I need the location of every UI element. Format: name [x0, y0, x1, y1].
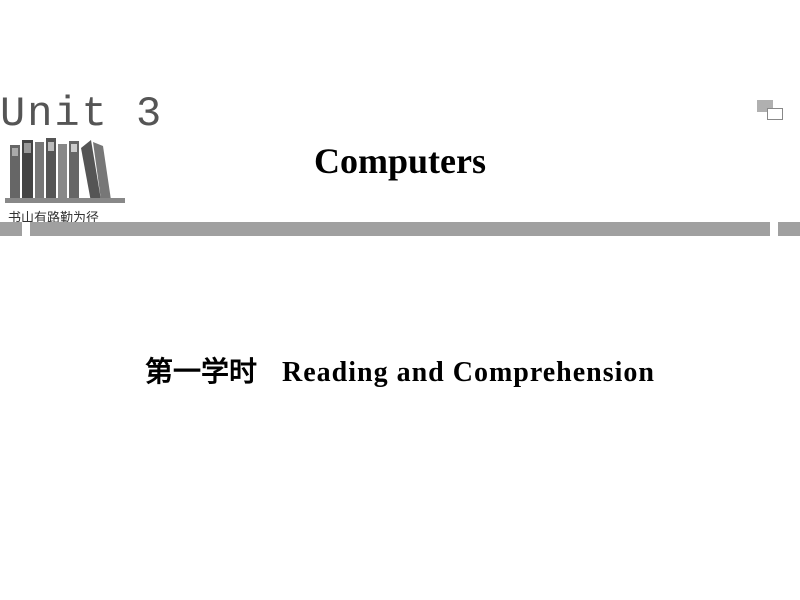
page-title: Computers [0, 140, 800, 182]
bar-segment-right [778, 222, 800, 236]
bar-segment-main [30, 222, 770, 236]
corner-decoration [757, 100, 785, 122]
bar-segment-left [0, 222, 22, 236]
divider-bar [0, 222, 800, 236]
subtitle-chinese: 第一学时 [145, 356, 257, 387]
subtitle-english: Reading and Comprehension [282, 357, 655, 388]
deco-square-front [767, 108, 783, 120]
subtitle: 第一学时 Reading and Comprehension [0, 350, 800, 390]
